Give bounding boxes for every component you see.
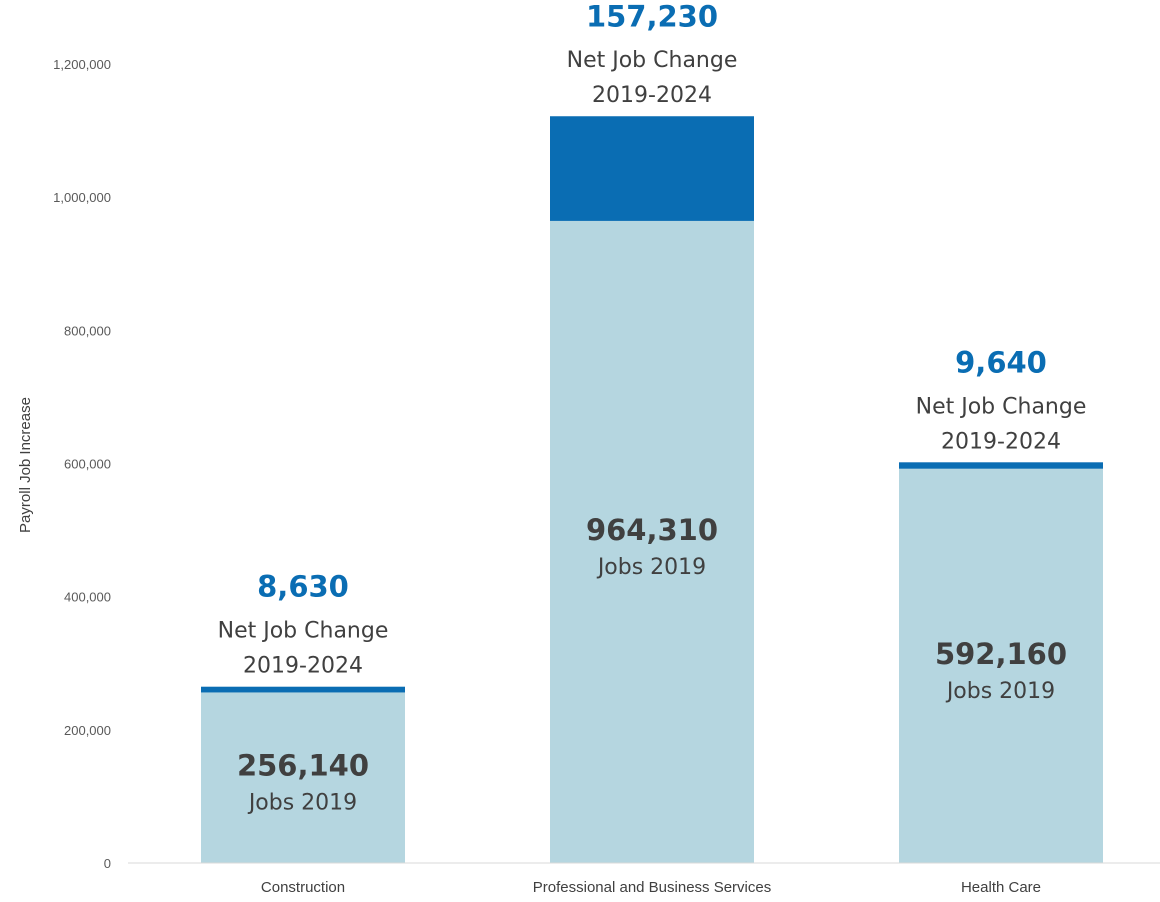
y-tick-label: 800,000 [64, 323, 111, 338]
change-caption-label: Net Job Change [218, 619, 389, 644]
x-category-label: Professional and Business Services [533, 879, 771, 896]
change-period-label: 2019-2024 [941, 429, 1061, 454]
bar-jobs-2019 [201, 692, 405, 863]
base-value-label: 964,310 [586, 513, 718, 547]
bar-net-change [899, 462, 1103, 469]
y-tick-label: 1,200,000 [53, 57, 111, 72]
bar-net-change [550, 116, 754, 221]
bar-net-change [201, 686, 405, 693]
base-value-label: 592,160 [935, 637, 1067, 671]
base-value-label: 256,140 [237, 749, 369, 783]
change-period-label: 2019-2024 [592, 83, 712, 108]
bar-jobs-2019 [899, 468, 1103, 863]
bar-annotations: 256,140 Jobs 2019 8,630 Net Job Change 2019-… [218, 0, 1087, 816]
change-value-label: 8,630 [257, 570, 349, 604]
y-tick-label: 200,000 [64, 723, 111, 738]
y-tick-label: 400,000 [64, 590, 111, 605]
y-tick-label: 600,000 [64, 457, 111, 472]
change-value-label: 9,640 [955, 345, 1047, 379]
x-axis-labels: Construction Professional and Business Se… [261, 879, 1041, 896]
base-caption-label: Jobs 2019 [247, 791, 357, 816]
bar-jobs-2019 [550, 220, 754, 864]
y-axis-title: Payroll Job Increase [17, 397, 34, 533]
x-category-label: Construction [261, 879, 345, 896]
base-caption-label: Jobs 2019 [596, 555, 706, 580]
change-caption-label: Net Job Change [916, 394, 1087, 419]
y-axis-ticks: 0 200,000 400,000 600,000 800,000 1,000,000 1,… [53, 57, 111, 871]
change-value-label: 157,230 [586, 0, 718, 33]
y-tick-label: 1,000,000 [53, 190, 111, 205]
change-period-label: 2019-2024 [243, 654, 363, 679]
y-tick-label: 0 [104, 856, 111, 871]
x-category-label: Health Care [961, 879, 1041, 896]
change-caption-label: Net Job Change [567, 48, 738, 73]
bars [201, 116, 1103, 864]
base-caption-label: Jobs 2019 [945, 679, 1055, 704]
